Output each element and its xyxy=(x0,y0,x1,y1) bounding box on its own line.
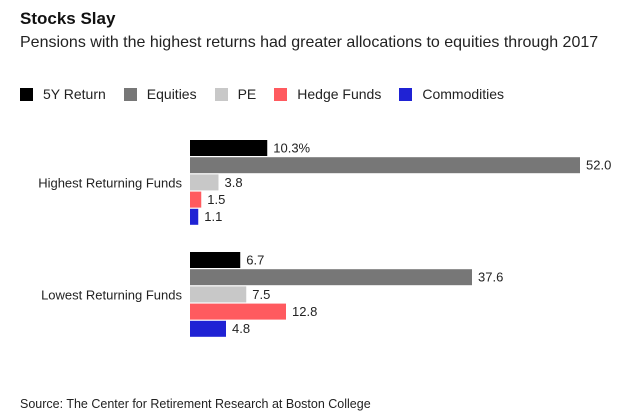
legend-item-commodities: Commodities xyxy=(399,86,504,102)
bar-highest-returning-funds-commodities xyxy=(190,208,199,225)
category-label-highest-returning-funds: Highest Returning Funds xyxy=(38,175,182,190)
bar-highest-returning-funds-hedge-funds xyxy=(190,191,202,208)
legend-label-equities: Equities xyxy=(146,86,197,102)
bar-highest-returning-funds-pe xyxy=(190,174,219,191)
legend-item-hedge-funds: Hedge Funds xyxy=(274,86,381,102)
data-label-highest-returning-funds-commodities: 1.1 xyxy=(204,209,222,224)
legend-swatch-5y-return xyxy=(20,87,33,101)
chart-title: Stocks Slay xyxy=(20,9,116,28)
legend-item-5y-return: 5Y Return xyxy=(20,86,106,102)
bar-highest-returning-funds-5y-return xyxy=(190,140,268,156)
bar-lowest-returning-funds-5y-return xyxy=(190,252,241,268)
legend-label-5y-return: 5Y Return xyxy=(43,86,106,102)
legend-swatch-commodities xyxy=(399,87,413,101)
legend-swatch-pe xyxy=(214,87,228,101)
bar-lowest-returning-funds-commodities xyxy=(190,320,226,337)
legend-label-pe: PE xyxy=(237,86,257,102)
bar-lowest-returning-funds-hedge-funds xyxy=(190,303,286,320)
legend-label-commodities: Commodities xyxy=(422,86,505,102)
bar-highest-returning-funds-equities xyxy=(190,157,580,174)
data-label-highest-returning-funds-hedge-funds: 1.5 xyxy=(207,192,225,207)
legend-item-pe: PE xyxy=(214,86,257,102)
data-label-lowest-returning-funds-equities: 37.6 xyxy=(478,270,503,285)
data-label-highest-returning-funds-equities: 52.0 xyxy=(586,158,611,173)
data-label-lowest-returning-funds-5y-return: 6.7 xyxy=(246,252,264,267)
bar-chart: Highest Returning Funds 10.3% 52.0 3.81.5 1.… xyxy=(38,140,611,337)
source-note: Source: The Center for Retirement Resear… xyxy=(20,397,371,411)
data-label-lowest-returning-funds-commodities: 4.8 xyxy=(232,321,250,336)
data-label-lowest-returning-funds-pe: 7.5 xyxy=(252,287,270,302)
legend-item-equities: Equities xyxy=(123,86,197,102)
legend-swatch-hedge-funds xyxy=(274,87,288,101)
bar-lowest-returning-funds-equities xyxy=(190,269,472,286)
legend-label-hedge-funds: Hedge Funds xyxy=(297,86,382,102)
legend: 5Y Return Equities PE Hedge Funds Commod… xyxy=(20,84,522,104)
category-label-lowest-returning-funds: Lowest Returning Funds xyxy=(41,287,182,302)
bar-lowest-returning-funds-pe xyxy=(190,286,247,303)
legend-swatch-equities xyxy=(123,87,137,101)
data-label-highest-returning-funds-pe: 3.8 xyxy=(225,175,243,190)
data-label-lowest-returning-funds-hedge-funds: 12.8 xyxy=(292,304,317,319)
data-label-highest-returning-funds-5y-return: 10.3% xyxy=(273,140,310,155)
chart-subtitle: Pensions with the highest returns had gr… xyxy=(20,34,599,51)
